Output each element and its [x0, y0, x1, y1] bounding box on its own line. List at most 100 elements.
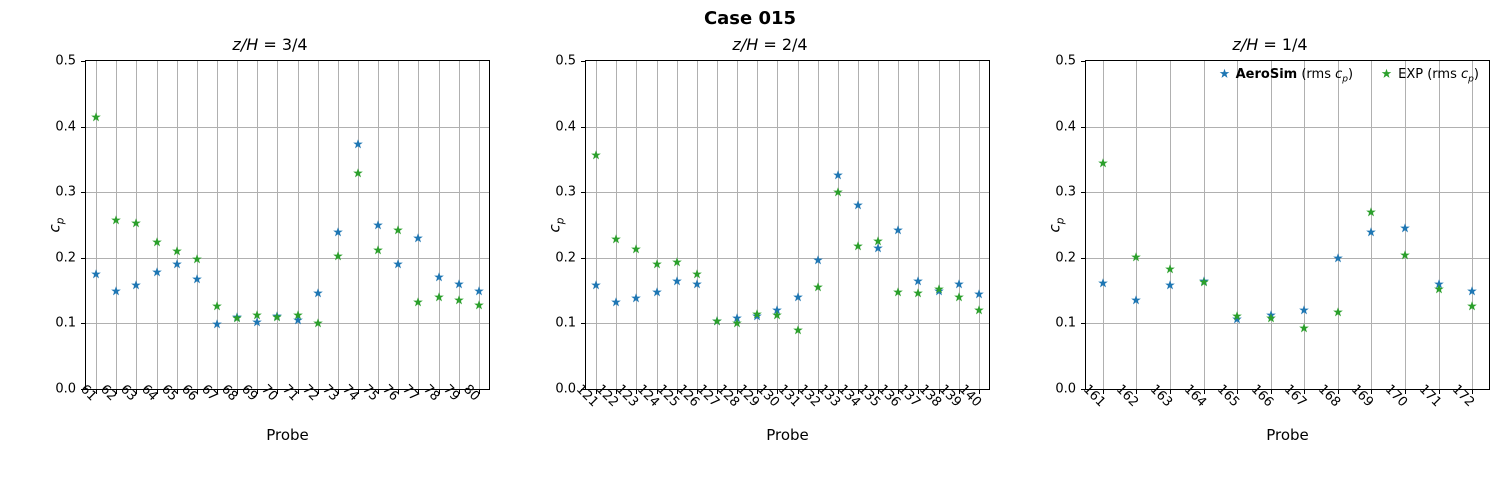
y-axis-label: cp [546, 218, 567, 233]
ytick-label: 0.0 [55, 382, 76, 397]
gridline-v [318, 61, 319, 389]
gridline-v [777, 61, 778, 389]
gridline-v [197, 61, 198, 389]
subplot-title: z/H = 1/4 [1040, 35, 1500, 54]
gridline-h [1086, 323, 1489, 324]
xtick-mark [1472, 389, 1473, 394]
ytick-label: 0.1 [1055, 316, 1076, 331]
ytick-label: 0.3 [555, 185, 576, 200]
x-axis-label: Probe [586, 426, 989, 444]
ytick-mark [1081, 192, 1086, 193]
ytick-label: 0.0 [1055, 382, 1076, 397]
gridline-h [1086, 192, 1489, 193]
gridline-v [479, 61, 480, 389]
xtick-mark [1237, 389, 1238, 394]
ytick-mark [81, 258, 86, 259]
subplot-2: z/H = 1/4 cpProbe0.00.10.20.30.40.5161162… [1040, 35, 1500, 455]
gridline-v [898, 61, 899, 389]
xtick-mark [1304, 389, 1305, 394]
xtick-mark [1271, 389, 1272, 394]
gridline-v [1170, 61, 1171, 389]
plot-area: cpProbe0.00.10.20.30.40.5161162163164165… [1085, 60, 1490, 390]
gridline-v [858, 61, 859, 389]
gridline-v [96, 61, 97, 389]
gridline-v [596, 61, 597, 389]
xtick-mark [1103, 389, 1104, 394]
ytick-mark [581, 192, 586, 193]
gridline-h [1086, 258, 1489, 259]
gridline-h [586, 127, 989, 128]
x-axis-label: Probe [1086, 426, 1489, 444]
gridline-v [1103, 61, 1104, 389]
gridline-v [1271, 61, 1272, 389]
ytick-mark [1081, 258, 1086, 259]
ytick-label: 0.3 [1055, 185, 1076, 200]
figure: Case 015 z/H = 3/4cpProbe0.00.10.20.30.4… [0, 0, 1500, 500]
ytick-label: 0.1 [55, 316, 76, 331]
gridline-h [586, 192, 989, 193]
y-axis-label: cp [46, 218, 67, 233]
gridline-v [1136, 61, 1137, 389]
gridline-v [838, 61, 839, 389]
subplot-title: z/H = 3/4 [40, 35, 500, 54]
star-icon [1219, 68, 1230, 83]
legend-label: EXP (rms cp) [1398, 67, 1479, 85]
gridline-v [1439, 61, 1440, 389]
x-axis-label: Probe [86, 426, 489, 444]
gridline-h [86, 127, 489, 128]
gridline-v [818, 61, 819, 389]
gridline-v [1338, 61, 1339, 389]
gridline-v [398, 61, 399, 389]
gridline-v [677, 61, 678, 389]
gridline-v [616, 61, 617, 389]
legend-item-aerosim: AeroSim (rms cp) [1219, 67, 1354, 85]
gridline-v [1371, 61, 1372, 389]
gridline-v [1405, 61, 1406, 389]
plot-area: cpProbe0.00.10.20.30.40.5616263646566676… [85, 60, 490, 390]
gridline-v [979, 61, 980, 389]
gridline-v [697, 61, 698, 389]
gridline-v [136, 61, 137, 389]
ytick-label: 0.2 [1055, 250, 1076, 265]
y-axis-label: cp [1046, 218, 1067, 233]
gridline-h [86, 192, 489, 193]
ytick-label: 0.2 [55, 250, 76, 265]
gridline-v [418, 61, 419, 389]
ytick-label: 0.5 [555, 54, 576, 69]
gridline-v [798, 61, 799, 389]
gridline-v [217, 61, 218, 389]
ytick-label: 0.5 [1055, 54, 1076, 69]
gridline-v [177, 61, 178, 389]
gridline-v [757, 61, 758, 389]
ytick-label: 0.4 [555, 119, 576, 134]
gridline-v [338, 61, 339, 389]
ytick-mark [581, 323, 586, 324]
gridline-v [378, 61, 379, 389]
gridline-v [878, 61, 879, 389]
gridline-v [1472, 61, 1473, 389]
ytick-mark [581, 61, 586, 62]
ytick-mark [1081, 127, 1086, 128]
xtick-mark [1136, 389, 1137, 394]
ytick-label: 0.3 [55, 185, 76, 200]
gridline-v [157, 61, 158, 389]
legend-label: AeroSim (rms cp) [1236, 67, 1354, 85]
subplot-title: z/H = 2/4 [540, 35, 1000, 54]
gridline-v [459, 61, 460, 389]
gridline-v [959, 61, 960, 389]
ytick-label: 0.4 [55, 119, 76, 134]
gridline-v [439, 61, 440, 389]
legend: AeroSim (rms cp) EXP (rms cp) [1213, 65, 1485, 87]
legend-item-exp: EXP (rms cp) [1381, 67, 1479, 85]
gridline-v [657, 61, 658, 389]
gridline-v [1237, 61, 1238, 389]
gridline-v [116, 61, 117, 389]
gridline-v [939, 61, 940, 389]
gridline-v [298, 61, 299, 389]
gridline-h [86, 323, 489, 324]
xtick-mark [979, 389, 980, 394]
xtick-mark [1338, 389, 1339, 394]
xtick-mark [1405, 389, 1406, 394]
gridline-v [1304, 61, 1305, 389]
gridline-v [717, 61, 718, 389]
